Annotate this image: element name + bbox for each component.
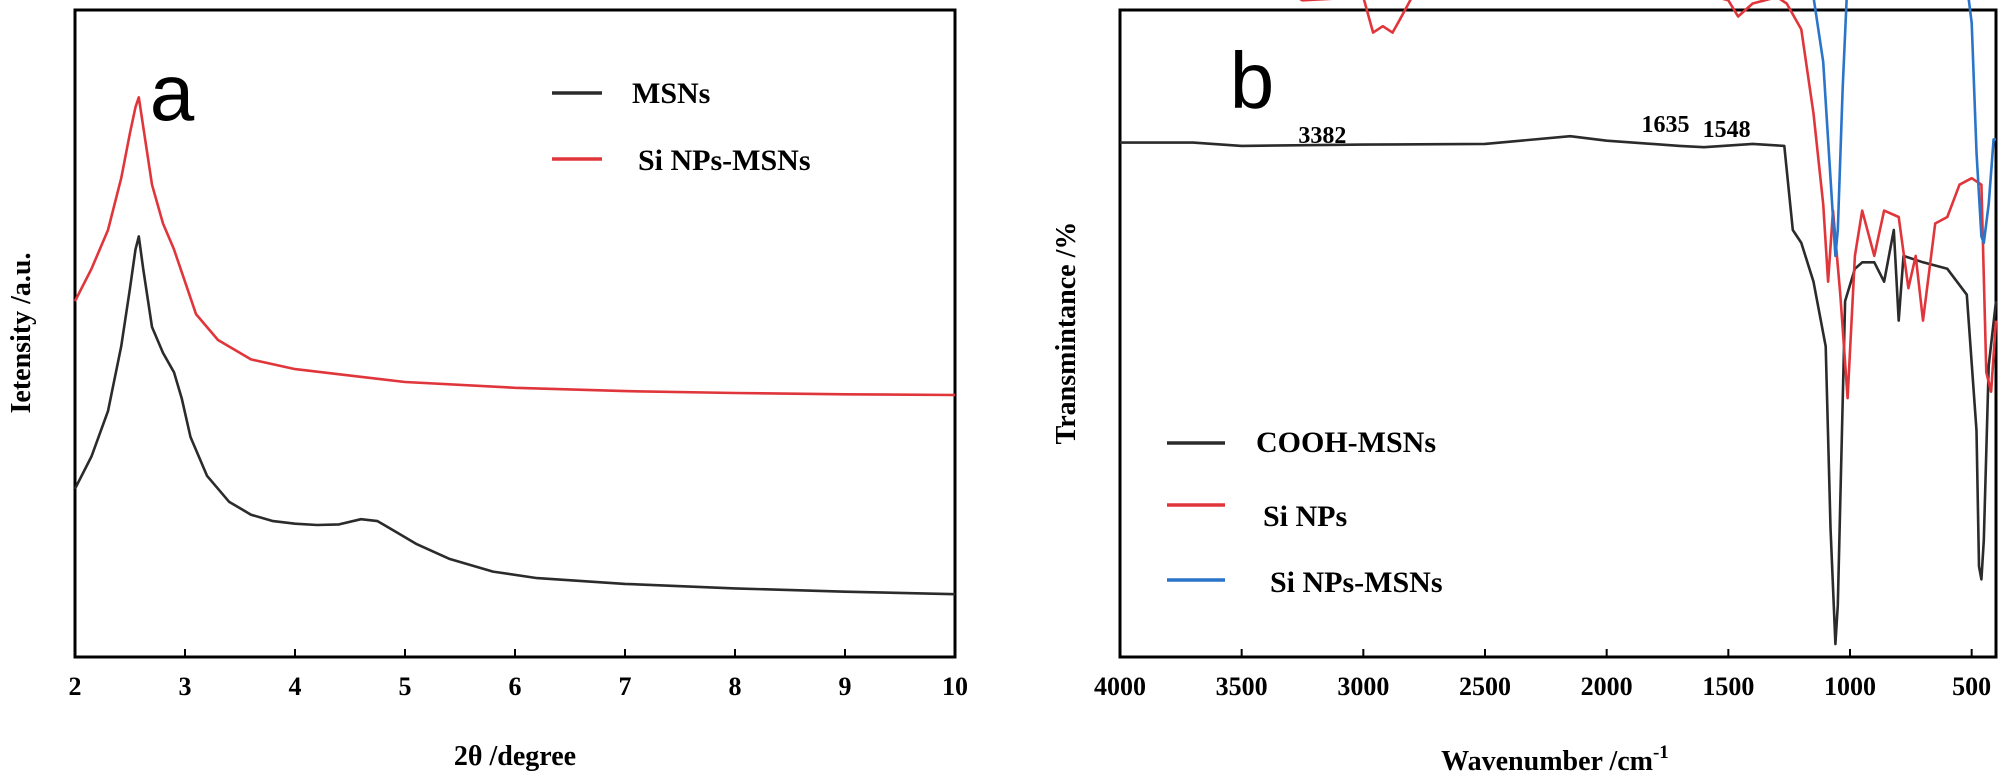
- series-line-msns-a: [73, 235, 956, 596]
- series-group-a: [73, 96, 956, 596]
- panel-label-a: a: [150, 48, 195, 137]
- x-tick-label: 3000: [1337, 672, 1389, 701]
- panel-a: 2 3 4 5 6 7 8 9 10 a 2θ /degree Ietensity /a.u. …: [6, 8, 968, 772]
- series-line-cooh-msns-b: [1120, 134, 1998, 646]
- legend-b: COOH-MSNs Si NPs Si NPs-MSNs: [1167, 426, 1443, 599]
- x-axis-title-b-sup: -1: [1653, 742, 1669, 763]
- y-axis-title-a: Ietensity /a.u.: [6, 253, 37, 414]
- x-tick-label: 6: [509, 672, 522, 701]
- x-tick-label: 3: [179, 672, 192, 701]
- x-tick-label: 500: [1952, 672, 1991, 701]
- x-tick-label: 1500: [1702, 672, 1754, 701]
- panel-b: 4000 3500 3000 2500 2000 1500 1000 500 3382 1635…: [1051, 0, 1998, 777]
- x-ticks-b: 4000 3500 3000 2500 2000 1500 1000 500: [1094, 649, 1991, 701]
- series-line-si-nps-b: [1299, 0, 1998, 400]
- legend-label-cooh-msns: COOH-MSNs: [1256, 426, 1436, 459]
- x-tick-label: 10: [942, 672, 968, 701]
- legend-label-si-nps-msns-b: Si NPs-MSNs: [1270, 566, 1443, 599]
- legend-label-si-nps-msns: Si NPs-MSNs: [638, 144, 811, 177]
- x-axis-title-b-main: Wavenumber /cm: [1441, 746, 1653, 777]
- x-tick-label: 7: [619, 672, 632, 701]
- peak-annotations-b: 3382 1635 1548: [1298, 112, 1751, 149]
- x-tick-label: 8: [729, 672, 742, 701]
- legend-a: MSNs Si NPs-MSNs: [552, 77, 811, 177]
- y-axis-title-b: Transmintance /%: [1051, 222, 1082, 445]
- annotation-label-3382: 3382: [1298, 123, 1346, 149]
- legend-label-si-nps: Si NPs: [1263, 500, 1347, 533]
- series-line-si-nps-msns-a: [73, 96, 956, 397]
- x-tick-label: 2000: [1581, 672, 1633, 701]
- legend-label-msns: MSNs: [632, 77, 710, 110]
- x-ticks-a: 2 3 4 5 6 7 8 9 10: [69, 649, 968, 701]
- plot-frame-a: [73, 8, 957, 659]
- x-tick-label: 4: [289, 672, 302, 701]
- x-tick-label: 4000: [1094, 672, 1146, 701]
- x-tick-label: 9: [839, 672, 852, 701]
- x-tick-label: 2500: [1459, 672, 1511, 701]
- x-tick-label: 2: [69, 672, 82, 701]
- panel-label-b: b: [1230, 36, 1275, 125]
- x-tick-label: 1000: [1824, 672, 1876, 701]
- annotation-label-1548: 1548: [1703, 117, 1751, 143]
- series-group-b: [1120, 0, 1998, 646]
- x-axis-title-b: Wavenumber /cm-1: [1441, 742, 1669, 777]
- x-tick-label: 5: [399, 672, 412, 701]
- x-axis-title-a: 2θ /degree: [454, 741, 576, 772]
- annotation-label-1635: 1635: [1641, 112, 1689, 138]
- x-tick-label: 3500: [1216, 672, 1268, 701]
